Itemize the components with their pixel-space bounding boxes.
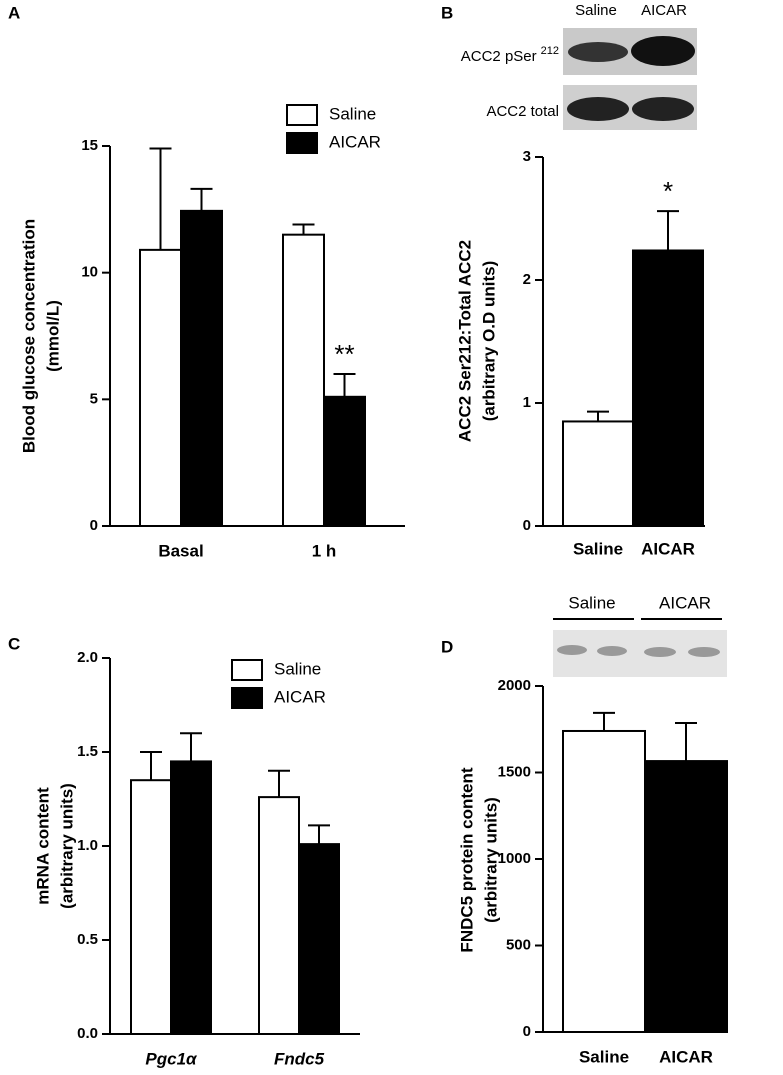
panel-letter: A <box>8 3 20 22</box>
y-tick-label: 2000 <box>498 677 531 694</box>
y-tick-label: 500 <box>506 936 531 953</box>
y-tick-label: 0.0 <box>77 1025 98 1042</box>
legend-label: Saline <box>274 659 321 678</box>
y-tick-label: 1000 <box>498 850 531 867</box>
blot-column-label: AICAR <box>641 2 687 19</box>
bar <box>130 779 172 1036</box>
legend-label: AICAR <box>329 132 381 151</box>
y-tick-label: 1 <box>523 394 531 411</box>
blot-band <box>557 645 587 655</box>
blot-row-label: ACC2 pSer 212 <box>461 45 559 65</box>
y-tick-label: 3 <box>523 148 531 165</box>
legend-label: Saline <box>329 104 376 123</box>
blot-column-label: AICAR <box>659 593 711 612</box>
annotation: * <box>663 176 673 206</box>
y-axis-title: (mmol/L) <box>43 300 62 372</box>
y-axis-title: (arbitrary units) <box>481 797 500 923</box>
bar <box>282 233 325 528</box>
bar <box>298 843 340 1035</box>
blot-band <box>644 647 676 657</box>
bar <box>258 796 300 1035</box>
y-axis-title: mRNA content <box>33 787 52 905</box>
panel-letter: B <box>441 3 453 22</box>
x-tick-label: Saline <box>579 1047 629 1066</box>
y-tick-label: 1.5 <box>77 743 98 760</box>
blot-row-label: ACC2 total <box>486 103 559 120</box>
bar <box>632 249 704 527</box>
y-axis-title: ACC2 Ser212:Total ACC2 <box>455 240 474 442</box>
y-tick-label: 1500 <box>498 763 531 780</box>
blot-column-label: Saline <box>568 593 615 612</box>
x-tick-label: Fndc5 <box>274 1049 325 1068</box>
y-tick-label: 1.0 <box>77 837 98 854</box>
legend-label: AICAR <box>274 687 326 706</box>
y-tick-label: 2 <box>523 271 531 288</box>
bar <box>139 248 182 527</box>
legend-swatch <box>286 104 318 126</box>
blot-row-text: ACC2 pSer <box>461 48 537 65</box>
x-tick-label: Saline <box>573 539 623 558</box>
blot-d: Saline AICAR <box>553 593 727 677</box>
blot-band <box>567 97 629 121</box>
blot-band <box>688 647 720 657</box>
blot-band <box>632 97 694 121</box>
bar <box>562 420 634 528</box>
y-tick-label: 0 <box>523 517 531 534</box>
bar <box>644 760 728 1033</box>
y-tick-label: 0 <box>90 517 98 534</box>
y-tick-label: 2.0 <box>77 649 98 666</box>
bar <box>323 395 366 527</box>
x-tick-label: Pgc1α <box>145 1049 198 1068</box>
y-tick-label: 15 <box>81 137 98 154</box>
y-axis-title: Blood glucose concentration <box>19 219 38 453</box>
x-tick-label: Basal <box>158 541 203 560</box>
bar <box>180 209 223 527</box>
blot-b: Saline AICAR ACC2 pSer 212 ACC2 total <box>461 2 697 130</box>
panel-letter: D <box>441 637 453 656</box>
bar <box>562 729 646 1033</box>
y-tick-label: 10 <box>81 264 98 281</box>
y-axis-title: (arbitrary units) <box>57 783 76 909</box>
blot-band <box>631 36 695 66</box>
bar <box>170 760 212 1036</box>
y-tick-label: 0 <box>523 1023 531 1040</box>
legend-swatch <box>286 132 318 154</box>
blot-row-sup: 212 <box>541 45 559 57</box>
x-tick-label: AICAR <box>659 1047 713 1066</box>
y-tick-label: 5 <box>90 390 98 407</box>
blot-column-label: Saline <box>575 2 617 19</box>
y-axis-title: FNDC5 protein content <box>457 767 476 952</box>
blot-band <box>597 646 627 656</box>
blot-band <box>568 42 628 62</box>
legend-swatch <box>231 687 263 709</box>
y-axis-title: (arbitrary O.D units) <box>479 261 498 422</box>
y-tick-label: 0.5 <box>77 931 98 948</box>
annotation: ** <box>334 339 354 369</box>
x-tick-label: 1 h <box>312 541 337 560</box>
legend-swatch <box>231 659 263 681</box>
panel-letter: C <box>8 634 20 653</box>
x-tick-label: AICAR <box>641 539 695 558</box>
